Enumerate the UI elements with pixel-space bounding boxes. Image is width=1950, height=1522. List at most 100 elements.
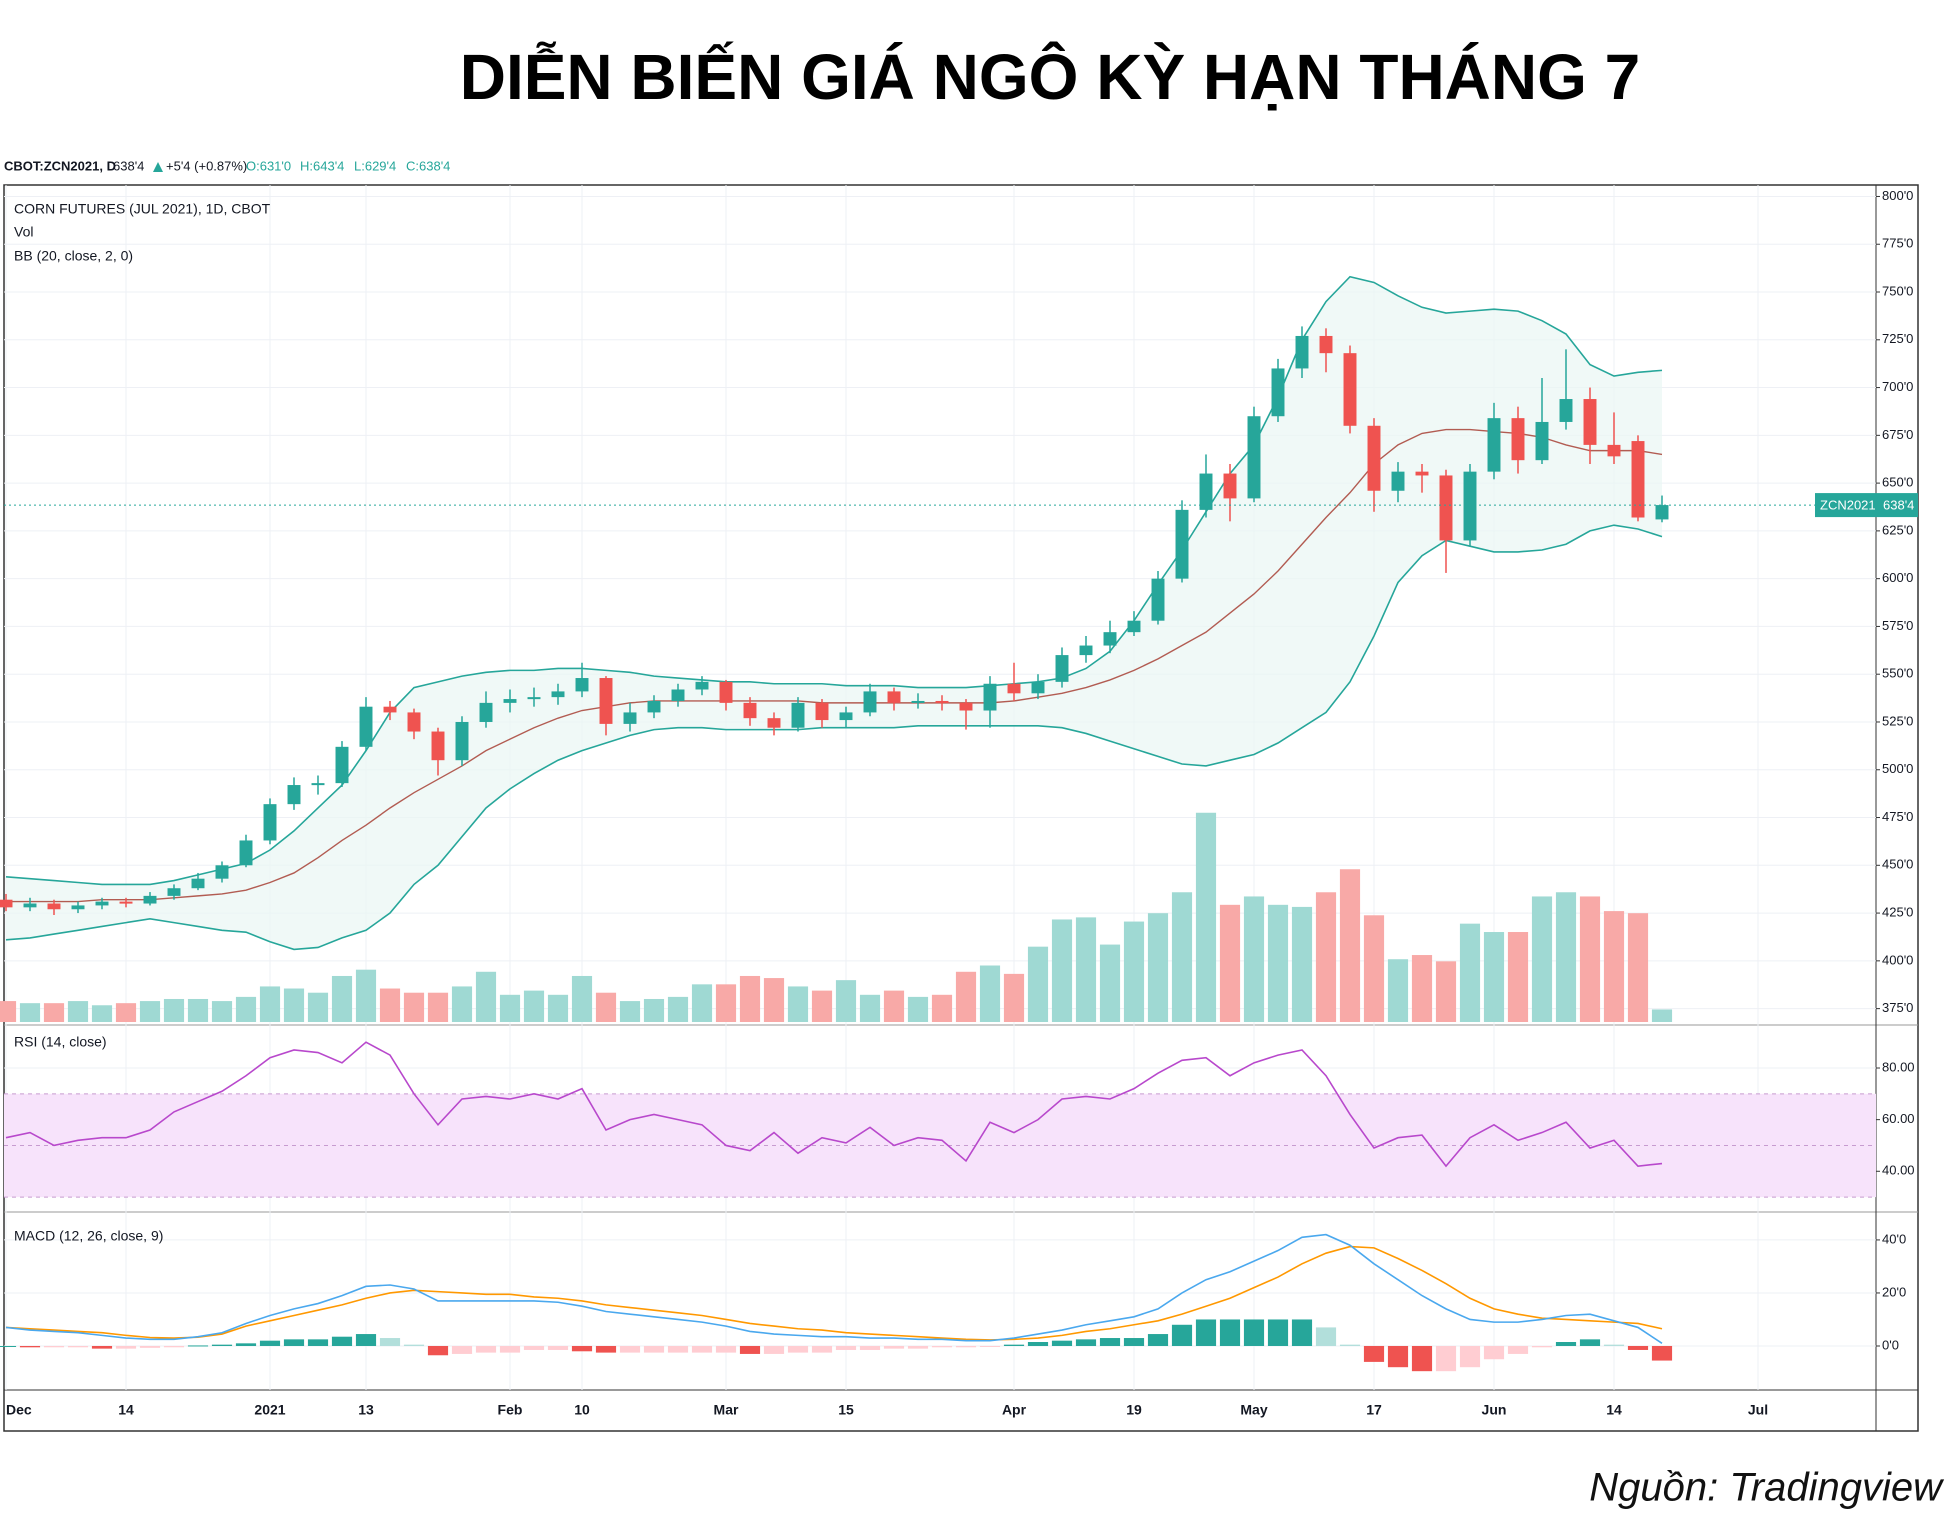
histogram-bar xyxy=(739,1345,761,1354)
candle-body xyxy=(1319,335,1333,354)
histogram-bar xyxy=(1243,1319,1265,1346)
histogram-bar xyxy=(643,1345,665,1353)
volume-bar xyxy=(1627,913,1649,1022)
x-tick-label: Apr xyxy=(1002,1402,1027,1418)
candle-body xyxy=(1367,425,1381,491)
candle-body xyxy=(1079,645,1093,656)
volume-bar xyxy=(211,1001,233,1022)
candle-body xyxy=(959,702,973,711)
volume-bar xyxy=(1531,896,1553,1022)
volume-bar xyxy=(1243,896,1265,1022)
candle-body xyxy=(1439,475,1453,541)
candle-body xyxy=(119,901,133,904)
histogram-bar xyxy=(619,1345,641,1353)
histogram-bar xyxy=(523,1345,545,1350)
candle-body xyxy=(1631,441,1645,518)
y-tick-label: 40'0 xyxy=(1882,1231,1906,1246)
histogram-bar xyxy=(691,1345,713,1353)
candle-body xyxy=(935,700,949,703)
volume-bar xyxy=(475,971,497,1022)
volume-bar xyxy=(1435,961,1457,1022)
volume-bar xyxy=(259,986,281,1022)
change: +5'4 (+0.87%) xyxy=(166,158,247,173)
volume-bar xyxy=(307,992,329,1022)
candle-body xyxy=(239,840,253,866)
histogram-bar xyxy=(859,1345,881,1350)
bb-upper xyxy=(5,275,1663,886)
candle-body xyxy=(671,689,685,701)
volume-bar xyxy=(571,975,593,1022)
histogram-bar xyxy=(1507,1345,1529,1354)
candle-body xyxy=(95,901,109,906)
histogram-bar xyxy=(547,1345,569,1350)
y-tick-label: 525'0 xyxy=(1882,713,1913,728)
volume-bar xyxy=(139,1001,161,1022)
candle-body xyxy=(983,683,997,711)
histogram-bar xyxy=(1291,1319,1313,1346)
y-tick-label: 60.00 xyxy=(1882,1111,1915,1126)
candle-body xyxy=(1487,418,1501,472)
volume-bar xyxy=(1603,911,1625,1022)
volume-bar xyxy=(931,994,953,1022)
histogram-bar xyxy=(19,1345,41,1348)
x-tick-label: 14 xyxy=(1606,1402,1622,1418)
volume-bar xyxy=(67,1001,89,1022)
candle-body xyxy=(47,903,61,910)
candle-body xyxy=(1295,335,1309,369)
volume-bar xyxy=(19,1003,41,1022)
x-tick-label: May xyxy=(1240,1402,1267,1418)
y-tick-label: 700'0 xyxy=(1882,379,1913,394)
candle-body xyxy=(527,697,541,700)
histogram-bar xyxy=(571,1345,593,1352)
histogram-bar xyxy=(139,1345,161,1348)
volume-bar xyxy=(763,978,785,1022)
candle-body xyxy=(695,681,709,690)
y-tick-label: 725'0 xyxy=(1882,331,1913,346)
volume-bar xyxy=(1507,932,1529,1022)
histogram-bar xyxy=(355,1334,377,1346)
pane-title: RSI (14, close) xyxy=(14,1034,107,1050)
candle-body xyxy=(71,905,85,910)
candle-body xyxy=(263,804,277,841)
y-tick-label: 800'0 xyxy=(1882,188,1913,203)
volume-bar xyxy=(835,980,857,1022)
volume-bar xyxy=(427,992,449,1022)
histogram-bar xyxy=(1387,1345,1409,1368)
histogram-bar xyxy=(331,1336,353,1346)
candle-body xyxy=(863,691,877,713)
candle-body xyxy=(23,903,37,908)
pane-title: CORN FUTURES (JUL 2021), 1D, CBOT xyxy=(14,201,271,217)
volume-bar xyxy=(1075,917,1097,1022)
candle-body xyxy=(1127,620,1141,633)
volume-bar xyxy=(811,990,833,1022)
candle-body xyxy=(1391,471,1405,491)
volume-bar xyxy=(955,971,977,1022)
volume-bar xyxy=(1459,923,1481,1022)
x-tick-label: Mar xyxy=(714,1402,739,1418)
volume-bar xyxy=(619,1001,641,1022)
volume-bar xyxy=(1387,959,1409,1022)
histogram-bar xyxy=(811,1345,833,1353)
volume-bar xyxy=(1339,869,1361,1022)
x-tick-label: 13 xyxy=(358,1402,374,1418)
histogram-bar xyxy=(715,1345,737,1353)
volume-bar xyxy=(187,998,209,1022)
histogram-bar xyxy=(499,1345,521,1353)
volume-bar xyxy=(1651,1009,1673,1022)
volume-bar xyxy=(1123,921,1145,1022)
candle-body xyxy=(215,865,229,879)
x-tick-label: 10 xyxy=(574,1402,590,1418)
bb-fill xyxy=(6,276,1662,950)
histogram-bar xyxy=(1531,1345,1553,1348)
histogram-bar xyxy=(1051,1340,1073,1346)
price-tag xyxy=(1815,493,1918,518)
volume-bar xyxy=(691,984,713,1022)
volume-bar xyxy=(1267,904,1289,1022)
candle-body xyxy=(311,783,325,786)
bb-lower xyxy=(5,524,1663,951)
histogram-bar xyxy=(835,1345,857,1350)
histogram-bar xyxy=(667,1345,689,1353)
histogram-bar xyxy=(595,1345,617,1353)
volume-bar xyxy=(979,965,1001,1022)
